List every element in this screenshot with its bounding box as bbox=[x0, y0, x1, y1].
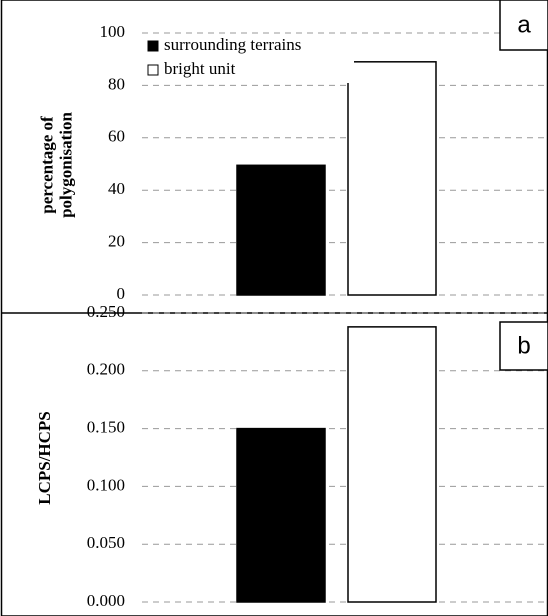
bar bbox=[347, 61, 437, 296]
y-axis-label: percentage of bbox=[37, 116, 56, 214]
panel-label-box bbox=[499, 321, 548, 371]
plots: 0 20 40 60 80 100 percentage of polygonisation s… bbox=[35, 22, 548, 610]
legend-label: bright unit bbox=[164, 59, 236, 78]
y-tick-label: 0.150 bbox=[87, 418, 125, 437]
y-tick-label: 80 bbox=[108, 74, 125, 93]
y-tick-label: 100 bbox=[100, 22, 126, 41]
panel-label: a bbox=[517, 11, 531, 38]
legend-label: surrounding terrains bbox=[164, 35, 301, 54]
y-tick-label: 40 bbox=[108, 179, 125, 198]
y-tick-label: 0.250 bbox=[87, 302, 125, 321]
panel-label: b bbox=[517, 332, 530, 359]
bar bbox=[236, 427, 326, 603]
y-tick-label: 0.200 bbox=[87, 360, 125, 379]
y-axis-label: polygonisation bbox=[56, 112, 75, 218]
legend-marker bbox=[147, 64, 159, 76]
bar bbox=[236, 164, 326, 296]
bar bbox=[347, 326, 437, 603]
legend-marker bbox=[147, 40, 159, 52]
y-tick-label: 60 bbox=[108, 127, 125, 146]
y-tick-label: 20 bbox=[108, 232, 125, 251]
y-tick-label: 0.000 bbox=[87, 591, 125, 610]
y-axis-label: LCPS/HCPS bbox=[35, 411, 54, 505]
y-tick-label: 0.100 bbox=[87, 475, 125, 494]
y-tick-label: 0 bbox=[117, 284, 126, 303]
legend-background bbox=[144, 35, 354, 83]
y-tick-label: 0.050 bbox=[87, 533, 125, 552]
panel-label-box bbox=[499, 0, 548, 51]
